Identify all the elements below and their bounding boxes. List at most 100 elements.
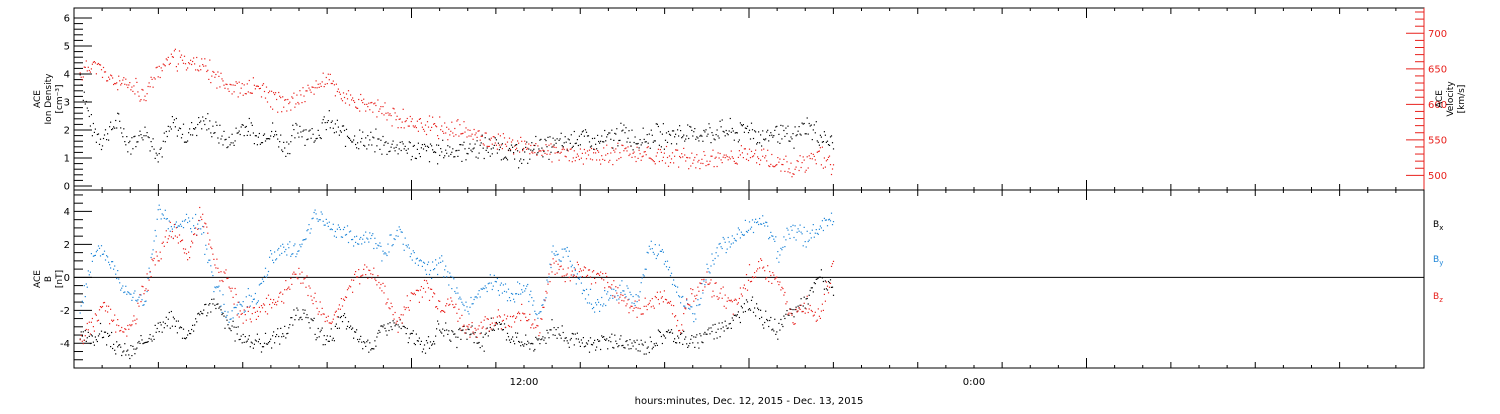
bx-series-point (660, 335, 662, 338)
bz-series-point (476, 336, 478, 338)
bz-series-point (422, 287, 425, 289)
density-series-point (415, 157, 417, 160)
velocity-series-point (279, 95, 281, 97)
by-series-point (198, 228, 200, 230)
bz-series-point (515, 317, 517, 319)
bz-series-point (383, 292, 385, 294)
by-series-point (445, 265, 447, 267)
bz-series-point (210, 246, 212, 248)
bx-series-point (621, 345, 623, 347)
bz-series-point (294, 273, 296, 275)
velocity-series-point (151, 78, 153, 80)
density-series-point (560, 132, 562, 134)
by-series-point (313, 211, 315, 214)
bz-series-point (622, 294, 624, 296)
bx-series-point (126, 350, 128, 352)
density-series-point (175, 117, 177, 120)
density-series-point (636, 143, 638, 145)
velocity-series-point (94, 62, 96, 64)
bx-series-point (142, 343, 144, 345)
density-series-point (339, 130, 341, 132)
density-series-point (281, 149, 283, 151)
density-series-point (164, 141, 166, 143)
by-series-point (365, 231, 367, 233)
by-series-point (161, 213, 163, 215)
density-series-point (146, 132, 148, 134)
by-series-point (444, 269, 446, 271)
bz-series-point (666, 302, 669, 304)
by-series-point (696, 304, 698, 307)
velocity-series-point (686, 156, 688, 159)
density-series-point (318, 134, 320, 136)
density-series-point (723, 131, 725, 133)
velocity-series-point (512, 139, 514, 141)
velocity-series-point (150, 76, 152, 78)
velocity-series-point (312, 86, 314, 88)
by-series-point (488, 282, 490, 284)
by-series-point (341, 236, 344, 238)
density-series-point (168, 130, 170, 132)
by-series-point (692, 313, 694, 315)
by-series-point (605, 304, 607, 307)
by-series-point (626, 285, 628, 287)
bz-series-point (176, 236, 178, 238)
velocity-series-point (189, 63, 191, 65)
density-series-point (429, 143, 432, 145)
by-series-point (637, 295, 639, 297)
bz-series-point (276, 304, 278, 306)
bz-series-point (288, 286, 290, 288)
bx-series-point (731, 317, 733, 319)
velocity-series-point (134, 93, 136, 95)
density-series-point (173, 119, 175, 121)
bx-series-point (804, 307, 806, 309)
velocity-series-point (307, 84, 309, 86)
bx-series-point (608, 340, 610, 342)
velocity-series-point (571, 161, 573, 163)
by-series-point (715, 252, 717, 254)
density-series-point (260, 142, 263, 144)
bz-series-point (332, 318, 334, 320)
density-series-point (283, 141, 285, 143)
bx-series-point (827, 280, 830, 283)
by-series-point (134, 290, 136, 292)
bx-series-point (367, 339, 369, 341)
density-series-point (247, 130, 249, 133)
by-series-point (588, 302, 591, 304)
bx-series-point (663, 335, 665, 337)
by-series-point (333, 235, 335, 237)
by-series-point (408, 247, 410, 249)
velocity-series-point (699, 168, 701, 170)
bz-series-point (423, 279, 426, 281)
by-series-point (222, 294, 224, 296)
by-series-point (816, 232, 818, 234)
density-series-point (410, 159, 412, 161)
bz-series-point (768, 280, 770, 283)
bz-series-point (457, 320, 459, 322)
bx-series-point (230, 330, 232, 332)
bz-series-point (561, 275, 563, 277)
by-series-point (594, 311, 596, 313)
bz-series-point (544, 299, 546, 301)
by-series-point (260, 282, 263, 284)
by-series-point (580, 282, 582, 284)
bz-series-point (569, 280, 571, 282)
by-series-point (458, 298, 460, 300)
velocity-series-point (121, 82, 123, 85)
bz-series-point (824, 300, 826, 302)
bz-series-point (244, 314, 246, 316)
bz-series-point (464, 332, 466, 334)
density-series-point (648, 133, 650, 135)
velocity-series-point (183, 55, 186, 57)
velocity-series-point (623, 150, 625, 152)
by-series-point (150, 256, 152, 259)
by-series-point (561, 248, 563, 250)
bz-series-point (612, 295, 614, 297)
legend-bz: Bz (1433, 292, 1443, 304)
bx-series-point (415, 333, 417, 335)
bx-series-point (690, 338, 692, 340)
bz-series-point (788, 312, 790, 314)
bz-series-point (543, 306, 545, 308)
velocity-series-point (250, 92, 252, 94)
velocity-series-point (493, 136, 495, 138)
velocity-series-point (347, 90, 350, 92)
